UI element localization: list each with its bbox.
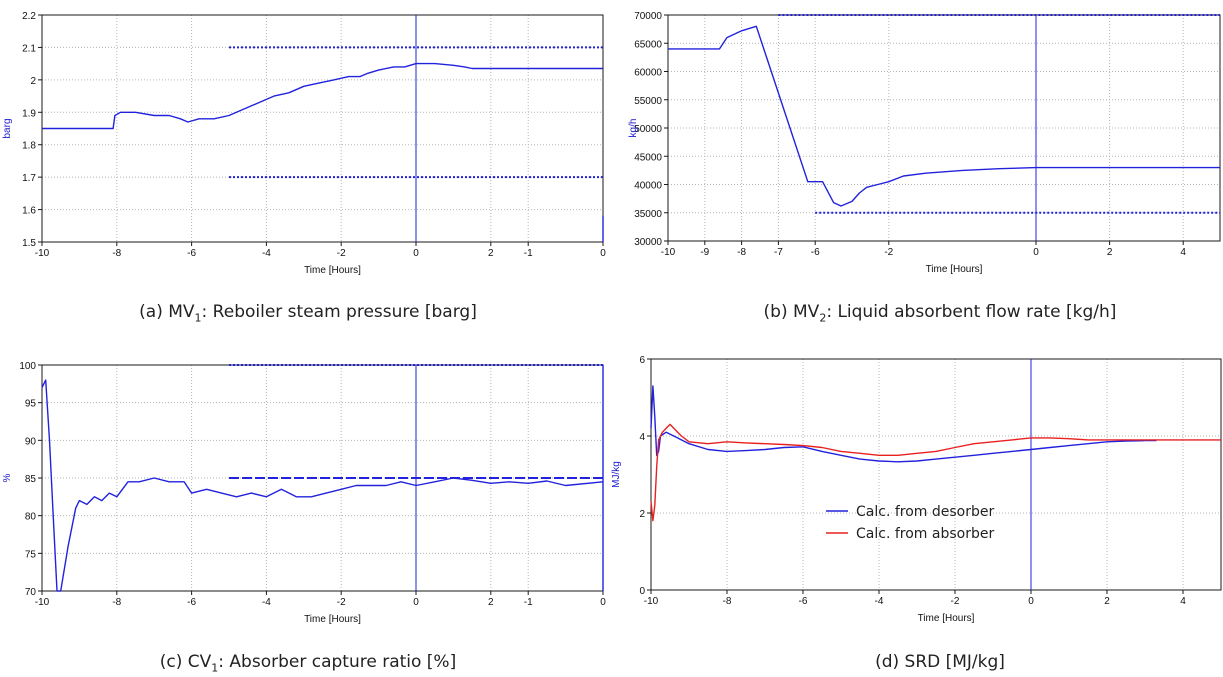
- caption-d: (d) SRD [MJ/kg]: [875, 652, 1005, 672]
- x-tick-label: -8: [723, 596, 732, 607]
- x-tick-label: -6: [187, 597, 196, 608]
- y-tick-label: 35000: [634, 209, 662, 220]
- y-tick-label: 55000: [634, 96, 662, 107]
- y-axis-label: barg: [2, 118, 13, 138]
- y-axis-label: %: [2, 473, 13, 482]
- y-tick-label: 30000: [634, 237, 662, 248]
- x-tick-label: -4: [875, 596, 884, 607]
- series-line-calc-from-desorber: [650, 385, 1157, 463]
- plot-frame: [650, 358, 1222, 591]
- caption-b: (b) MV2: Liquid absorbent flow rate [kg/…: [763, 302, 1117, 325]
- plot-frame: [41, 14, 604, 243]
- y-tick-label: 70000: [634, 11, 662, 22]
- y-tick-label: 6: [639, 355, 645, 366]
- x-tick-label: 4: [1180, 596, 1186, 607]
- y-tick-label: 60000: [634, 68, 662, 79]
- y-tick-label: 90: [25, 436, 37, 447]
- caption-c: (c) CV1: Absorber capture ratio [%]: [159, 652, 457, 675]
- x-tick-label: -10: [661, 247, 676, 258]
- y-tick-label: 65000: [634, 39, 662, 50]
- x-tick-label: 0: [600, 597, 606, 608]
- y-tick-label: 1.9: [22, 108, 36, 119]
- y-tick-label: 45000: [634, 152, 662, 163]
- x-axis-label: Time [Hours]: [304, 265, 361, 276]
- x-axis-label: Time [Hours]: [918, 613, 975, 624]
- x-tick-label: -2: [951, 596, 960, 607]
- series-line-calc-from-absorber: [650, 423, 1221, 522]
- y-tick-label: 1.8: [22, 141, 36, 152]
- x-tick-label: -4: [262, 248, 271, 259]
- x-axis-label: Time [Hours]: [304, 614, 361, 625]
- x-tick-label: -7: [774, 247, 783, 258]
- x-tick-label: -10: [35, 248, 50, 259]
- y-tick-label: 1.6: [22, 206, 36, 217]
- y-tick-label: 85: [25, 474, 37, 485]
- y-tick-label: 75: [25, 549, 37, 560]
- y-tick-label: 2: [639, 509, 645, 520]
- y-axis-label: MJ/kg: [611, 461, 622, 488]
- x-tick-label: -8: [112, 248, 121, 259]
- y-tick-label: 80: [25, 512, 37, 523]
- y-tick-label: 2.1: [22, 43, 36, 54]
- x-axis-label: Time [Hours]: [926, 264, 983, 275]
- y-tick-label: 2.2: [22, 11, 36, 22]
- x-tick-label: -2: [884, 247, 893, 258]
- x-tick-label: 0: [600, 248, 606, 259]
- series-line-0: [668, 25, 1220, 207]
- series-line-0: [41, 379, 604, 592]
- x-tick-label: -9: [700, 247, 709, 258]
- x-tick-label: 4: [1180, 247, 1186, 258]
- y-tick-label: 4: [639, 432, 645, 443]
- x-tick-label: -4: [262, 597, 271, 608]
- y-tick-label: 0: [639, 586, 645, 597]
- x-tick-label: 2: [1107, 247, 1113, 258]
- y-tick-label: 1.5: [22, 238, 36, 249]
- x-tick-label: -10: [35, 597, 50, 608]
- x-tick-label: -8: [112, 597, 121, 608]
- y-tick-label: 2: [30, 76, 36, 87]
- x-tick-label: 2: [488, 248, 494, 259]
- x-tick-label: -1: [524, 597, 533, 608]
- x-tick-label: 0: [1028, 596, 1034, 607]
- caption-a: (a) MV1: Reboiler steam pressure [barg]: [139, 302, 477, 325]
- y-tick-label: 1.7: [22, 173, 36, 184]
- chart-panel-b: 30000 35000 40000 45000 50000 55000 60000 65000…: [628, 11, 1221, 275]
- legend-label: Calc. from desorber: [856, 504, 994, 520]
- x-tick-label: -1: [524, 248, 533, 259]
- y-axis-label: kg/h: [628, 119, 639, 138]
- x-tick-label: 0: [413, 597, 419, 608]
- chart-panel-d: 0 2 4 6 -10 -8 -6 -4 -2 0 2 4 Time [Hours] MJ/kg Calc.…: [611, 355, 1222, 624]
- x-tick-label: -2: [337, 248, 346, 259]
- series-line-0: [42, 62, 603, 130]
- x-tick-label: -8: [737, 247, 746, 258]
- y-tick-label: 100: [19, 361, 36, 372]
- y-tick-label: 95: [25, 399, 37, 410]
- chart-panel-a: 1.51.61.71.81.922.12.2-10 -8 -6 -4 -2 0 2 -1 0Ti…: [2, 11, 606, 276]
- x-tick-label: 0: [1033, 247, 1039, 258]
- x-tick-label: 0: [413, 248, 419, 259]
- y-tick-label: 50000: [634, 124, 662, 135]
- x-tick-label: -10: [644, 596, 659, 607]
- legend-label: Calc. from absorber: [856, 526, 994, 542]
- x-tick-label: -6: [799, 596, 808, 607]
- y-tick-label: 70: [25, 587, 37, 598]
- x-tick-label: -2: [337, 597, 346, 608]
- x-tick-label: 2: [1104, 596, 1110, 607]
- y-tick-label: 40000: [634, 181, 662, 192]
- x-tick-label: -6: [811, 247, 820, 258]
- x-tick-label: -6: [187, 248, 196, 259]
- x-tick-label: 2: [488, 597, 494, 608]
